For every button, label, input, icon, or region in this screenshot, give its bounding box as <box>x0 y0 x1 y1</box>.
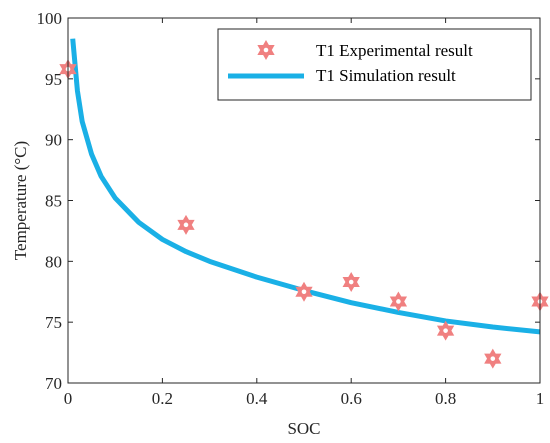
x-tick-label: 1 <box>536 389 545 408</box>
x-tick-label: 0.6 <box>341 389 362 408</box>
legend-label-simulation: T1 Simulation result <box>316 66 456 85</box>
experimental-point-center <box>183 222 189 228</box>
series-markers <box>59 59 549 369</box>
y-tick-label: 100 <box>37 9 63 28</box>
experimental-point-center <box>443 328 448 333</box>
experimental-point-center <box>396 299 401 304</box>
y-tick-label: 75 <box>45 313 62 332</box>
x-axis-ticks: 0 0.2 0.4 0.6 0.8 1 <box>64 18 545 408</box>
legend-marker-experimental <box>257 40 275 60</box>
legend-box <box>217 28 532 101</box>
y-tick-label: 90 <box>45 131 62 150</box>
y-tick-label: 95 <box>45 70 62 89</box>
x-axis-title: SOC <box>287 419 320 438</box>
y-axis-ticks: 70 75 80 85 90 95 100 <box>37 9 540 393</box>
y-tick-label: 70 <box>45 374 62 393</box>
series-lines <box>70 38 541 335</box>
x-tick-label: 0 <box>64 389 73 408</box>
y-axis-title: Temperature (°C) <box>11 141 30 260</box>
legend: T1 Experimental result T1 Simulation res… <box>217 28 532 101</box>
x-tick-label: 0.8 <box>435 389 456 408</box>
simulation-line <box>70 38 541 335</box>
legend-label-experimental: T1 Experimental result <box>316 41 473 60</box>
experimental-point-center <box>490 356 496 361</box>
experimental-point-center <box>301 289 307 295</box>
y-tick-label: 80 <box>45 252 62 271</box>
experimental-point-center <box>348 279 354 285</box>
legend-hexagram-center <box>263 47 269 53</box>
x-tick-label: 0.4 <box>246 389 268 408</box>
plot-frame <box>67 17 541 384</box>
x-tick-label: 0.2 <box>152 389 173 408</box>
y-tick-label: 85 <box>45 192 62 211</box>
